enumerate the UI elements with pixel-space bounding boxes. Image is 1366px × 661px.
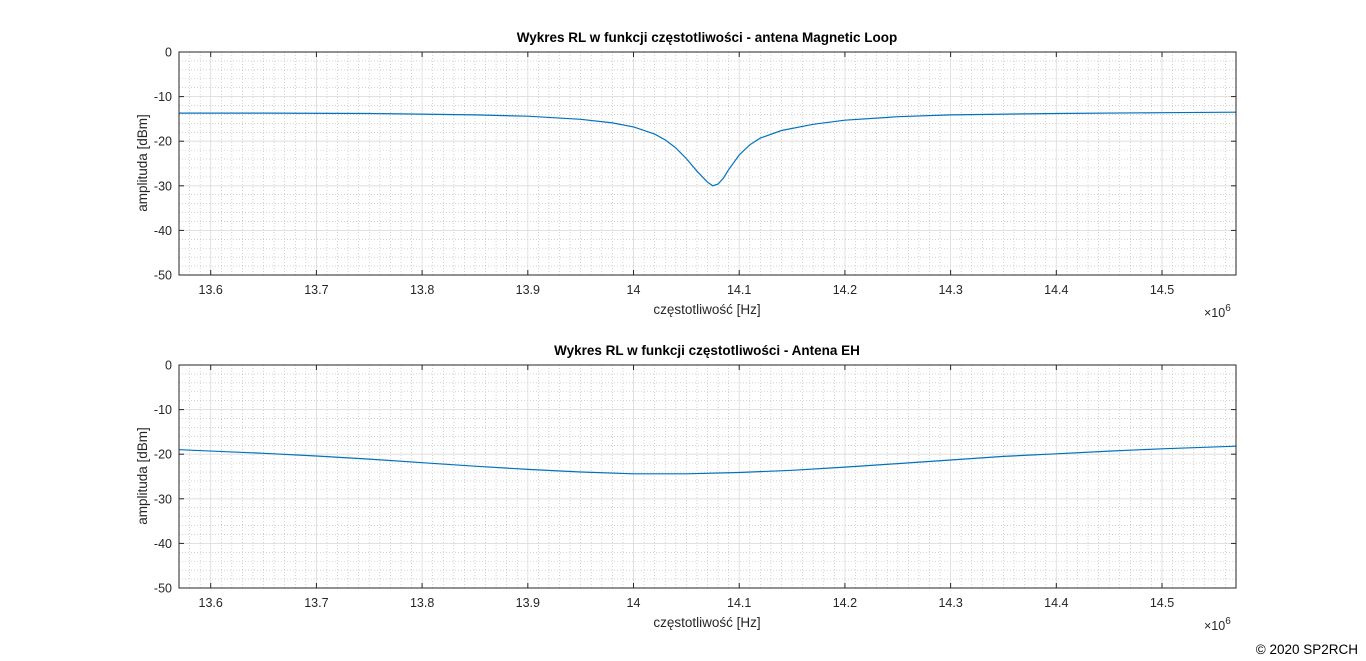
chart-magnetic-loop: Wykres RL w funkcji częstotliwości - ant… bbox=[135, 30, 1237, 320]
x-axis-label: częstotliwość [Hz] bbox=[653, 615, 760, 630]
x-tick-label: 14.3 bbox=[938, 283, 962, 297]
y-tick-label: -40 bbox=[154, 537, 172, 551]
chart-title: Wykres RL w funkcji częstotliwości - Ant… bbox=[554, 343, 860, 358]
y-tick-label: -20 bbox=[154, 448, 172, 462]
y-tick-label: 0 bbox=[165, 46, 172, 60]
x-tick-label: 13.9 bbox=[516, 283, 540, 297]
y-tick-label: -30 bbox=[154, 179, 172, 193]
x-tick-label: 13.8 bbox=[410, 596, 434, 610]
y-tick-label: -10 bbox=[154, 90, 172, 104]
chart-eh-antenna: Wykres RL w funkcji częstotliwości - Ant… bbox=[135, 343, 1237, 633]
y-axis-label: amplituda [dBm] bbox=[135, 114, 150, 212]
x-tick-label: 14.4 bbox=[1044, 283, 1068, 297]
x-tick-label: 14.2 bbox=[833, 596, 857, 610]
x-tick-label: 13.7 bbox=[304, 283, 328, 297]
x-tick-label: 13.8 bbox=[410, 283, 434, 297]
y-tick-label: 0 bbox=[165, 359, 172, 373]
x-exponent-power: 6 bbox=[1225, 303, 1231, 314]
x-tick-label: 14.5 bbox=[1150, 283, 1174, 297]
x-exponent: ×106 bbox=[1204, 616, 1231, 633]
grid bbox=[178, 51, 1237, 276]
y-ticks: 0 -10 -20 -30 -40 -50 bbox=[154, 46, 1236, 283]
y-tick-label: -50 bbox=[154, 269, 172, 283]
x-tick-label: 14.3 bbox=[938, 596, 962, 610]
x-tick-label: 13.7 bbox=[304, 596, 328, 610]
grid bbox=[178, 364, 1237, 589]
y-tick-label: -20 bbox=[154, 135, 172, 149]
series-line bbox=[179, 111, 1237, 187]
axes-box bbox=[178, 51, 1237, 276]
x-tick-label: 13.6 bbox=[199, 283, 223, 297]
x-exponent-base: ×10 bbox=[1204, 619, 1225, 633]
y-tick-label: -10 bbox=[154, 403, 172, 417]
x-ticks: 13.6 13.7 13.8 13.9 14 14.1 14.2 14.3 14.4 14.5 bbox=[199, 52, 1174, 297]
x-tick-label: 13.9 bbox=[516, 596, 540, 610]
x-axis-label: częstotliwość [Hz] bbox=[653, 302, 760, 317]
x-tick-label: 14 bbox=[627, 596, 641, 610]
x-tick-label: 13.6 bbox=[199, 596, 223, 610]
y-axis-label: amplituda [dBm] bbox=[135, 427, 150, 525]
y-tick-label: -30 bbox=[154, 492, 172, 506]
x-tick-label: 14.2 bbox=[833, 283, 857, 297]
series-line bbox=[178, 445, 1237, 475]
axes-box bbox=[178, 364, 1237, 589]
x-tick-label: 14.5 bbox=[1150, 596, 1174, 610]
x-exponent: ×106 bbox=[1204, 303, 1231, 320]
y-ticks: 0 -10 -20 -30 -40 -50 bbox=[154, 359, 1236, 596]
x-tick-label: 14 bbox=[627, 283, 641, 297]
x-ticks: 13.6 13.7 13.8 13.9 14 14.1 14.2 14.3 14.4 14.5 bbox=[199, 365, 1174, 610]
x-exponent-base: ×10 bbox=[1204, 306, 1225, 320]
y-tick-label: -50 bbox=[154, 582, 172, 596]
x-exponent-power: 6 bbox=[1225, 616, 1231, 627]
copyright-notice: © 2020 SP2RCH bbox=[1255, 642, 1358, 657]
chart-title: Wykres RL w funkcji częstotliwości - ant… bbox=[517, 30, 898, 45]
x-tick-label: 14.1 bbox=[727, 596, 751, 610]
y-tick-label: -40 bbox=[154, 224, 172, 238]
x-tick-label: 14.4 bbox=[1044, 596, 1068, 610]
x-tick-label: 14.1 bbox=[727, 283, 751, 297]
